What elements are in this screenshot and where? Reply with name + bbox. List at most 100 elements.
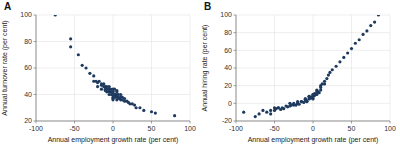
point [328,71,331,74]
point [269,112,272,115]
point [361,33,364,36]
tick-mark [34,15,37,16]
panel-title: B [204,1,211,12]
point [369,24,372,27]
tick-label: 80 [24,38,32,45]
point [173,114,176,117]
grid-line [36,15,190,16]
point [346,51,349,54]
point [354,42,357,45]
tick-mark [34,94,37,95]
point [335,65,338,68]
grid-line [36,68,190,69]
point [325,77,328,80]
point [69,37,72,40]
point [305,100,308,103]
tick-mark [34,68,37,69]
grid-line [236,85,390,86]
point [258,112,261,115]
point [298,103,301,106]
point [138,106,141,109]
point [338,60,341,63]
point [350,47,353,50]
tick-label: 50 [148,125,156,132]
point [84,66,87,69]
tick-mark [234,103,237,104]
point [269,109,272,112]
point [265,111,268,114]
tick-label: 20 [224,82,232,89]
point [111,98,114,101]
points [242,15,380,118]
point [377,15,380,17]
tick-label: -50 [69,125,79,132]
tick-mark [151,121,152,124]
tick-mark [234,85,237,86]
panel: -100-5005010020406080100Annual employmen… [1,1,196,144]
points [54,15,177,117]
point [331,68,334,71]
tick-mark [34,41,37,42]
tick-mark [313,121,314,124]
tick-mark [74,121,75,124]
point [358,38,361,41]
y-axis [36,15,37,121]
point [261,109,264,112]
tick-label: 60 [224,47,232,54]
x-axis-label: Annual employment growth rate (per cent) [248,136,379,144]
point [88,72,91,75]
point [77,53,80,56]
tick-label: -100 [229,125,243,132]
grid-line [236,68,390,69]
y-axis-label: Annual hiring rate (per cent) [201,25,209,112]
tick-mark [34,121,37,122]
point [319,88,322,91]
tick-label: 0 [311,125,315,132]
tick-label: -20 [222,117,232,124]
tick-mark [234,15,237,16]
point [323,82,326,85]
point [282,107,285,110]
grid-line [236,103,390,104]
point [242,111,245,114]
point [311,97,314,100]
tick-label: -50 [269,125,279,132]
tick-mark [234,121,237,122]
point [69,45,72,48]
point [98,80,101,83]
figure: -100-5005010020406080100Annual employmen… [0,0,400,146]
tick-mark [236,121,237,124]
tick-mark [390,121,391,124]
grid [36,15,190,121]
point [254,115,257,118]
tick-mark [274,121,275,124]
point [54,15,57,17]
grid [236,15,390,121]
tick-mark [234,50,237,51]
point [305,100,308,103]
grid-line [236,15,390,16]
tick-mark [351,121,352,124]
x-axis [36,121,190,122]
grid-line [36,41,190,42]
x-axis-label: Annual employment growth rate (per cent) [48,136,179,144]
tick-mark [36,121,37,124]
tick-label: 40 [24,91,32,98]
point [100,88,103,91]
point [373,20,376,23]
x-axis [236,121,390,122]
grid-line [236,50,390,51]
tick-label: 50 [348,125,356,132]
point [365,29,368,32]
tick-label: 100 [20,11,32,18]
point [135,106,138,109]
point [92,74,95,77]
point [150,110,153,113]
tick-label: -100 [29,125,43,132]
point [96,85,99,88]
tick-mark [234,32,237,33]
tick-label: 0 [228,100,232,107]
tick-label: 80 [224,29,232,36]
panel-title: A [4,1,11,12]
grid-line [236,121,390,122]
